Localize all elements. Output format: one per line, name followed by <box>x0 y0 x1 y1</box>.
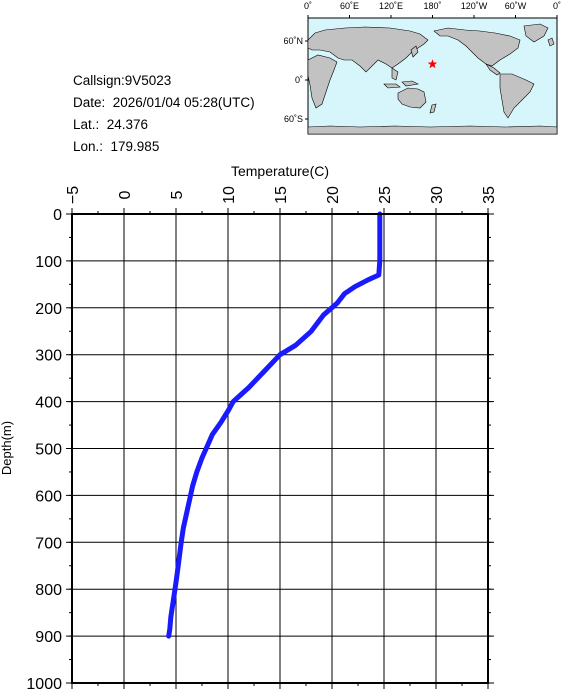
temperature-profile-line <box>166 211 383 639</box>
x-tick-label: 5 <box>169 190 186 199</box>
y-tick-label: 1000 <box>26 676 62 690</box>
profile-chart: −5 0 5 10 15 20 25 30 35 01002003004005006007008… <box>0 163 498 690</box>
map-lon-label: 60˚W <box>505 1 527 11</box>
latitude-text: Lat.: 24.376 <box>73 117 149 132</box>
map-lon-label: 120˚E <box>379 1 403 11</box>
y-tick-labels: 0 100 200 300 400 500 600 700 800 900 1000 <box>26 207 62 690</box>
y-tick-label: 100 <box>35 254 62 271</box>
date-text: Date: 2026/01/04 05:28(UTC) <box>73 95 255 110</box>
x-axis-label: Temperature(C) <box>231 163 329 179</box>
y-tick-label: 200 <box>35 301 62 318</box>
plot-frame <box>71 213 489 684</box>
station-marker <box>427 59 438 69</box>
y-tick-label: 700 <box>35 535 62 552</box>
x-tick-label: 10 <box>221 186 238 204</box>
map-lon-label: 0˚ <box>553 1 561 11</box>
map-lat-label: 60˚N <box>283 36 303 46</box>
map-lat-ticks: 60˚N 0˚ 60˚S <box>283 36 308 124</box>
y-axis-label: Depth(m) <box>0 421 14 475</box>
longitude-text: Lon.: 179.985 <box>73 139 160 154</box>
map-lat-label: 0˚ <box>295 75 303 85</box>
y-tick-label: 500 <box>35 442 62 459</box>
map-lon-label: 180˚ <box>423 1 441 11</box>
map-lon-label: 120˚W <box>461 1 488 11</box>
world-map: 0˚ 60˚E 120˚E 180˚ 120˚W 60˚W 0˚ 60˚N 0˚ 60˚S <box>283 1 561 135</box>
callsign-text: Callsign:9V5023 <box>73 73 172 88</box>
y-tick-label: 900 <box>35 629 62 646</box>
map-top-ticks: 0˚ 60˚E 120˚E 180˚ 120˚W 60˚W 0˚ <box>304 1 561 18</box>
map-lon-label: 60˚E <box>340 1 359 11</box>
x-tick-label: 30 <box>429 186 446 204</box>
x-tick-label: 25 <box>377 186 394 204</box>
map-land <box>307 23 558 135</box>
y-tick-label: 600 <box>35 488 62 505</box>
y-tick-label: 800 <box>35 582 62 599</box>
y-tick-label: 300 <box>35 348 62 365</box>
y-tick-label: 400 <box>35 395 62 412</box>
map-lon-label: 0˚ <box>304 1 312 11</box>
y-tick-label: 0 <box>53 207 62 224</box>
map-lat-label: 60˚S <box>284 114 303 124</box>
x-tick-label: −5 <box>65 186 82 204</box>
x-tick-label: 0 <box>117 190 134 199</box>
x-tick-labels: −5 0 5 10 15 20 25 30 35 <box>65 186 498 204</box>
x-tick-label: 20 <box>325 186 342 204</box>
x-tick-label: 35 <box>481 186 498 204</box>
x-tick-label: 15 <box>273 186 290 204</box>
